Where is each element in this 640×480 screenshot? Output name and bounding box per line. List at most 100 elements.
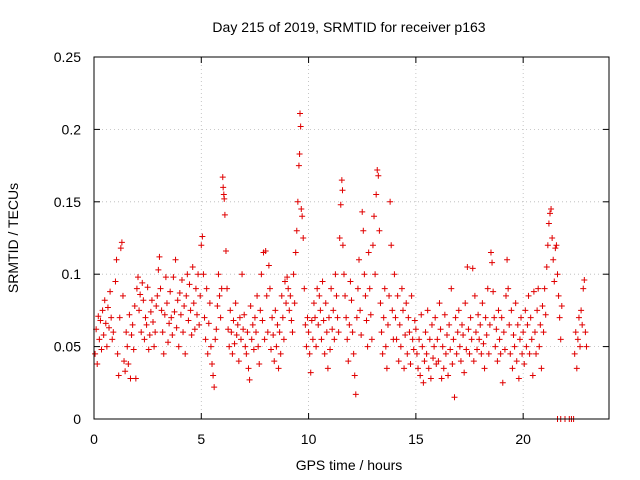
data-point (142, 314, 149, 321)
data-point (160, 350, 167, 357)
data-point (503, 292, 509, 299)
data-point (189, 263, 196, 270)
data-point (294, 198, 301, 205)
data-point (338, 177, 345, 184)
data-point (553, 242, 560, 249)
data-point (469, 265, 476, 272)
data-point (374, 166, 381, 173)
data-point (353, 314, 360, 321)
data-point (413, 350, 420, 357)
data-point (582, 329, 589, 336)
data-point (201, 314, 208, 321)
data-point (525, 292, 532, 299)
data-point (420, 379, 427, 386)
data-point (183, 292, 190, 299)
data-point (235, 358, 242, 365)
y-tick-label: 0.2 (62, 121, 82, 137)
data-point (497, 350, 504, 357)
data-point (170, 274, 177, 281)
data-point (124, 343, 131, 350)
data-point (467, 314, 474, 321)
data-point (394, 292, 401, 299)
data-point (172, 256, 179, 263)
data-point (408, 292, 415, 299)
data-point (366, 285, 373, 292)
data-point (173, 324, 180, 331)
data-point (538, 365, 545, 372)
data-point (250, 346, 257, 353)
data-point (299, 213, 306, 220)
data-point (492, 343, 499, 350)
data-point (218, 285, 225, 292)
data-point (528, 336, 535, 343)
data-point (440, 365, 447, 372)
data-point (392, 314, 399, 321)
data-point (106, 324, 113, 331)
data-point (178, 276, 185, 283)
data-point (400, 307, 406, 314)
data-point (115, 372, 122, 379)
data-point (102, 320, 109, 327)
data-point (243, 350, 250, 357)
data-point (418, 311, 425, 318)
data-point (481, 365, 488, 372)
data-point (391, 271, 398, 278)
data-point (581, 276, 588, 283)
data-point (578, 307, 585, 314)
data-point (529, 372, 536, 379)
data-point (275, 365, 282, 372)
data-point (447, 346, 454, 353)
data-point (305, 329, 312, 336)
data-point (320, 317, 327, 324)
data-point (335, 329, 342, 336)
data-point (445, 372, 452, 379)
data-point (241, 311, 248, 318)
data-point (463, 346, 470, 353)
data-point (268, 346, 275, 353)
data-point (324, 365, 331, 372)
data-point (545, 220, 552, 227)
data-point (253, 329, 260, 336)
data-point (475, 311, 482, 318)
y-axis-label: SRMTID / TECUs (5, 183, 21, 293)
data-point (468, 336, 475, 343)
data-point (372, 271, 379, 278)
data-point (330, 307, 337, 314)
data-point (487, 249, 494, 256)
data-point (515, 375, 522, 382)
data-point (439, 343, 446, 350)
data-point (191, 326, 198, 333)
grid-lines (94, 57, 609, 419)
data-point (288, 317, 295, 324)
data-point (346, 321, 353, 328)
data-point (174, 297, 181, 304)
data-point (148, 297, 155, 304)
data-point (248, 336, 255, 343)
data-point (332, 271, 339, 278)
data-point (337, 201, 344, 208)
data-point (577, 343, 584, 350)
data-point (494, 358, 501, 365)
data-point (119, 292, 126, 299)
data-point (398, 285, 405, 292)
data-point (240, 326, 247, 333)
data-point (138, 329, 145, 336)
data-point (464, 263, 471, 270)
data-point (383, 365, 390, 372)
data-point (371, 213, 378, 220)
y-tick-label: 0.15 (54, 194, 81, 210)
data-point (425, 365, 432, 372)
data-point (461, 369, 468, 376)
chart-title: Day 215 of 2019, SRMTID for receiver p16… (212, 19, 485, 35)
data-point (549, 235, 556, 241)
data-point (555, 292, 562, 299)
data-point (536, 343, 543, 350)
data-point (350, 350, 357, 357)
data-point (393, 336, 400, 343)
data-point (177, 311, 184, 318)
data-point (389, 307, 396, 314)
data-point (167, 288, 174, 295)
data-point (233, 332, 240, 339)
data-point (490, 288, 497, 295)
data-point (307, 369, 314, 376)
